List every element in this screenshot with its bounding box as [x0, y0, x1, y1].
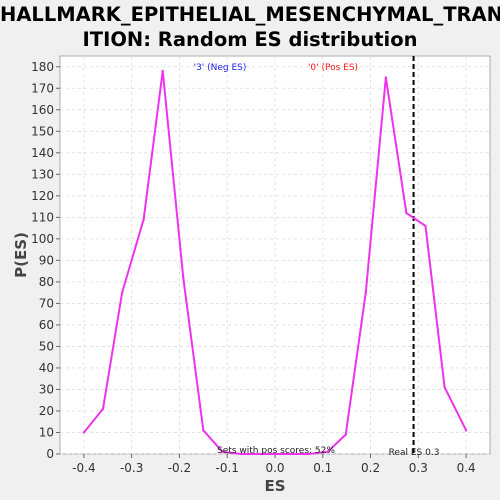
x-tick-label: 0.0: [265, 461, 284, 475]
data-point: [405, 211, 408, 215]
y-tick-label: 100: [31, 232, 54, 246]
y-tick-label: 40: [39, 361, 54, 375]
x-tick-label: -0.4: [72, 461, 95, 475]
y-tick-label: 70: [39, 296, 54, 310]
y-tick-label: 20: [39, 404, 54, 418]
data-point: [344, 433, 347, 436]
y-axis-label: P(ES): [12, 232, 30, 278]
x-tick-label: -0.2: [168, 461, 191, 475]
data-point: [307, 452, 310, 456]
pos-scores-annotation: Sets with pos scores: 52%: [217, 446, 335, 456]
grid-lines: [60, 56, 490, 455]
data-point: [326, 450, 329, 454]
data-points: [82, 69, 468, 456]
data-point: [82, 431, 86, 434]
data-point: [221, 450, 224, 454]
y-tick-label: 160: [31, 103, 54, 117]
data-point: [273, 452, 277, 456]
x-tick-label: -0.3: [120, 461, 143, 475]
x-tick-label: 0.2: [361, 461, 380, 475]
data-point: [161, 69, 164, 73]
x-tick-label: 0.4: [457, 461, 476, 475]
x-axis-label: ES: [264, 477, 285, 495]
y-tick-label: 90: [39, 253, 54, 267]
y-tick-label: 50: [39, 339, 54, 353]
pos-es-annotation: '0' (Pos ES): [308, 63, 358, 73]
title-line-1: HALLMARK_EPITHELIAL_MESENCHYMAL_TRANS: [0, 3, 500, 26]
y-tick-label: 120: [31, 189, 54, 203]
x-tick-label: 0.3: [409, 461, 428, 475]
title-line-2: ITION: Random ES distribution: [82, 28, 418, 51]
data-point: [384, 76, 388, 79]
y-tick-label: 150: [31, 124, 54, 138]
x-axis-ticks: -0.4 -0.3 -0.2 -0.1 0.0 0.1 0.2 0.3 0.4: [72, 454, 476, 475]
y-tick-label: 140: [31, 146, 54, 160]
y-tick-label: 30: [39, 382, 54, 396]
data-point: [364, 291, 367, 294]
data-point: [443, 386, 446, 389]
data-point: [101, 407, 105, 411]
data-point: [182, 276, 185, 279]
data-point: [424, 224, 427, 228]
y-tick-label: 0: [46, 447, 54, 461]
data-point: [288, 452, 291, 456]
y-tick-label: 110: [31, 210, 54, 224]
x-tick-label: 0.1: [313, 461, 332, 475]
y-tick-label: 60: [39, 318, 54, 332]
data-point: [240, 452, 243, 456]
data-point: [142, 218, 145, 221]
data-point: [202, 429, 205, 432]
y-tick-label: 80: [39, 275, 54, 289]
x-tick-label: -0.1: [216, 461, 239, 475]
data-point: [259, 452, 262, 456]
data-point: [120, 291, 124, 294]
y-tick-label: 170: [31, 81, 54, 95]
data-point: [464, 429, 468, 432]
chart-title: HALLMARK_EPITHELIAL_MESENCHYMAL_TRANS IT…: [0, 2, 500, 52]
y-tick-label: 180: [31, 60, 54, 74]
neg-es-annotation: '3' (Neg ES): [194, 63, 247, 73]
real-es-label: Real ES 0.3: [389, 448, 440, 458]
y-tick-label: 10: [39, 425, 54, 439]
y-axis-ticks: 0 10 20 30 40 50 60 70 80 90 100 110 120 130 140 150 160…: [31, 60, 60, 461]
y-tick-label: 130: [31, 167, 54, 181]
